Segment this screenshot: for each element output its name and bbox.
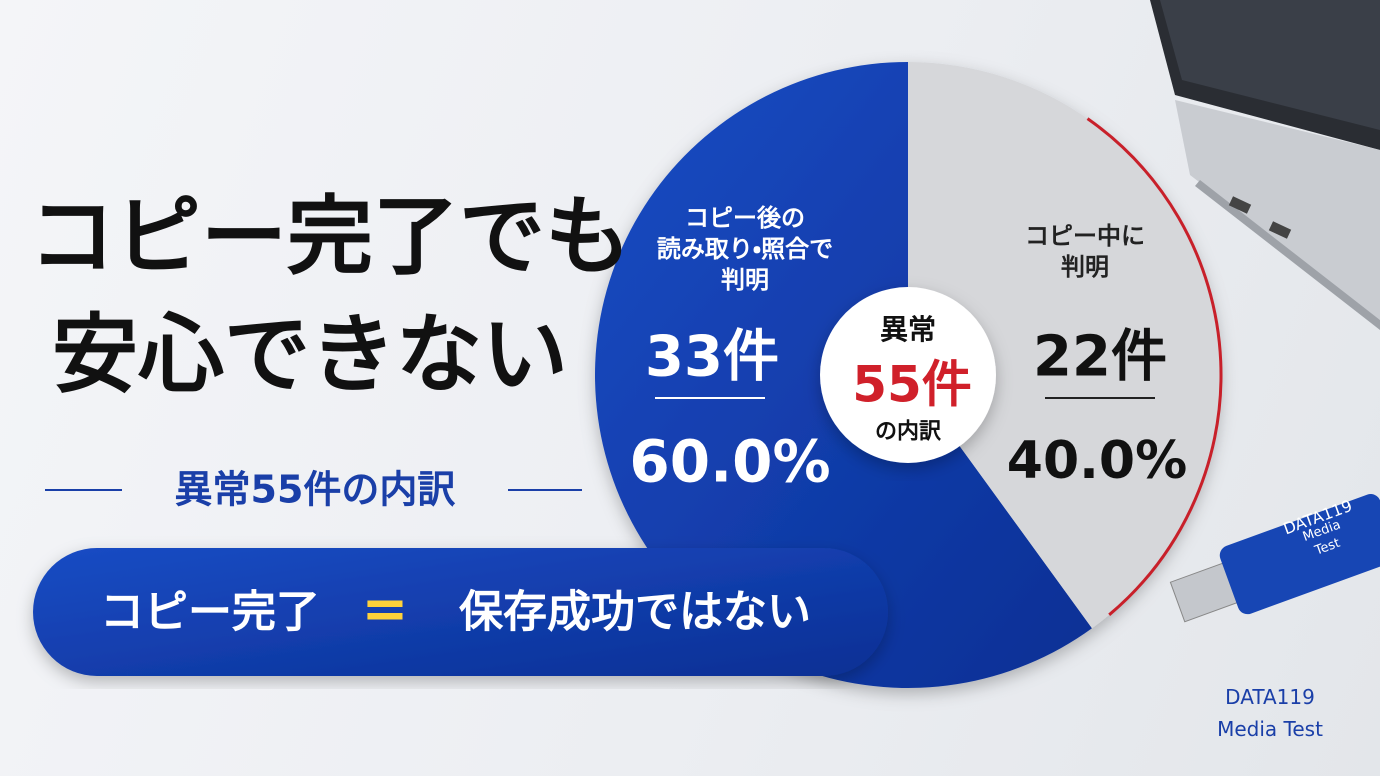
brand: DATA119 [1225,685,1315,709]
share-label: 40.0% [1006,431,1188,492]
pie-slice [908,62,1221,629]
brand: Media Test [1217,717,1323,741]
value-label: 33件 [645,324,779,390]
category-label: コピー中に 判明 [1025,221,1145,281]
center-bottom: の内訳 [874,419,942,445]
banner-right: 保存成功ではない [459,586,811,638]
title-line: コピー完了でも [29,187,631,288]
usb-stick [1169,494,1380,623]
value-label: 22件 [1033,324,1167,390]
center-top: 異常 [879,312,937,346]
center-total: 55件 [852,355,972,414]
accent-arc [1086,117,1223,616]
category-label: コピー後の 読み取り・照合で 判明 [656,204,834,295]
subtitle: 異常55件の内訳 [174,467,456,512]
center-circle [820,287,996,463]
laptop [1150,0,1380,330]
banner [33,548,888,676]
share-label: 60.0% [629,427,831,496]
title-line: 安心できない [52,305,568,406]
banner-left: コピー完了 [100,586,320,638]
banner-equals: = [361,576,409,642]
